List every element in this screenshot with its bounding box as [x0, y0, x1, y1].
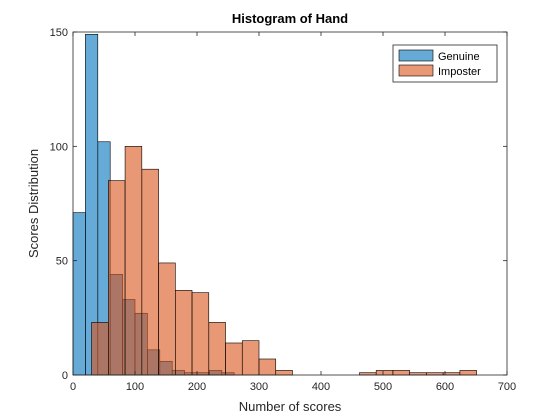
series-imposter	[91, 146, 477, 376]
bar-imposter	[91, 322, 109, 376]
y-tick-label: 0	[62, 370, 68, 382]
legend-label-genuine: Genuine	[438, 51, 480, 63]
axes-box	[72, 31, 508, 376]
chart-title: Histogram of Hand	[232, 11, 348, 26]
bar-imposter	[191, 292, 210, 376]
x-tick-label: 600	[436, 381, 454, 393]
bar-imposter	[108, 180, 126, 376]
bar-imposter	[375, 370, 394, 376]
legend: Genuine Imposter	[392, 44, 498, 83]
y-tick-label: 100	[50, 141, 68, 153]
bar-imposter	[124, 146, 143, 376]
bar-imposter	[158, 262, 176, 376]
x-tick-label: 700	[498, 381, 516, 393]
x-tick-label: 100	[126, 381, 144, 393]
legend-swatch-imposter	[398, 64, 434, 77]
bar-imposter	[225, 342, 243, 376]
axes-layer: 0 100 200 300 400 500 600 700 0 50 100 150	[50, 27, 517, 393]
y-axis-title: Scores Distribution	[26, 149, 41, 258]
legend-label-imposter: Imposter	[438, 66, 481, 78]
bar-imposter	[241, 340, 260, 376]
bar-imposter	[141, 168, 159, 376]
bar-imposter	[392, 370, 410, 376]
bar-imposter	[275, 370, 293, 376]
x-tick-label: 400	[312, 381, 330, 393]
x-tick-label: 300	[250, 381, 268, 393]
x-axis-title: Number of scores	[239, 399, 342, 414]
bar-imposter	[258, 358, 277, 376]
x-tick-label: 0	[70, 381, 76, 393]
bar-genuine	[72, 212, 86, 376]
legend-swatch-genuine	[398, 49, 434, 62]
bars-layer	[72, 33, 477, 376]
bar-imposter	[175, 290, 193, 376]
bar-imposter	[208, 322, 226, 376]
x-tick-label: 500	[374, 381, 392, 393]
y-tick-label: 50	[56, 256, 68, 268]
y-tick-label: 150	[50, 27, 68, 39]
bar-imposter	[459, 370, 477, 376]
x-tick-label: 200	[188, 381, 206, 393]
